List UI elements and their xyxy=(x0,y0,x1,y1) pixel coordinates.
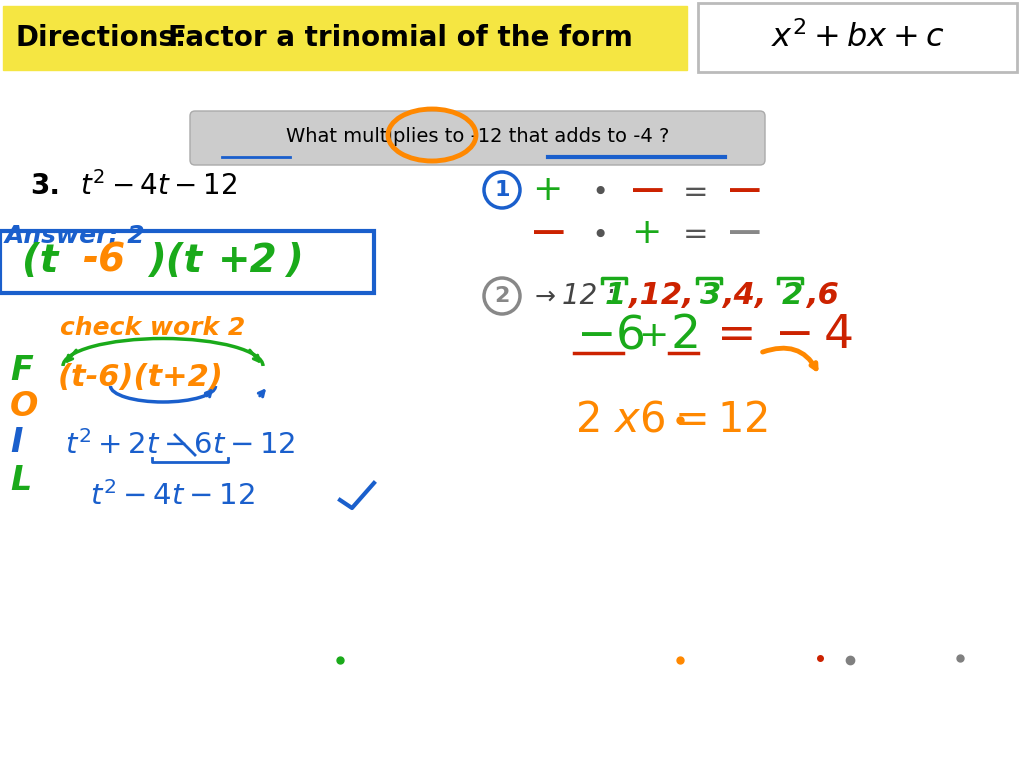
Text: What multiplies to -12 that adds to -4 ?: What multiplies to -12 that adds to -4 ? xyxy=(287,127,670,147)
Text: L: L xyxy=(10,464,32,496)
Text: $-$: $-$ xyxy=(627,167,664,213)
Text: Factor a trinomial of the form: Factor a trinomial of the form xyxy=(168,24,633,52)
Text: $t^2 - 4t - 12$: $t^2 - 4t - 12$ xyxy=(80,171,238,201)
Text: $-$: $-$ xyxy=(724,167,760,213)
Text: 3: 3 xyxy=(700,282,721,310)
Text: 2: 2 xyxy=(782,282,803,310)
Text: $-$: $-$ xyxy=(724,210,760,256)
Text: )(t: )(t xyxy=(148,242,202,280)
Text: Answer: 2: Answer: 2 xyxy=(5,224,145,248)
Text: $2$: $2$ xyxy=(670,313,697,359)
Text: $-6$: $-6$ xyxy=(575,313,644,359)
Text: $t^2+2t-6t -12$: $t^2+2t-6t -12$ xyxy=(65,430,295,460)
Text: 12 :: 12 : xyxy=(562,282,615,310)
Text: $= -4$: $= -4$ xyxy=(707,313,852,359)
Text: ,4,: ,4, xyxy=(722,282,767,310)
Text: $\bullet$: $\bullet$ xyxy=(591,219,605,247)
Text: $=$: $=$ xyxy=(677,176,708,204)
Text: +2: +2 xyxy=(218,242,278,280)
Text: ,12,: ,12, xyxy=(628,282,693,310)
Text: $t^2-4t-12$: $t^2-4t-12$ xyxy=(90,481,255,511)
Text: ): ) xyxy=(285,242,303,280)
Text: (t: (t xyxy=(22,242,58,280)
Text: 1: 1 xyxy=(495,180,510,200)
Text: $\bullet$: $\bullet$ xyxy=(591,176,605,204)
Text: 2: 2 xyxy=(495,286,510,306)
FancyBboxPatch shape xyxy=(3,6,687,70)
Text: F: F xyxy=(10,353,33,386)
FancyBboxPatch shape xyxy=(190,111,765,165)
Text: $-$: $-$ xyxy=(527,210,564,256)
FancyBboxPatch shape xyxy=(698,3,1017,72)
Text: (t-6)(t+2): (t-6)(t+2) xyxy=(58,363,224,392)
Text: $x^2 + bx + c$: $x^2 + bx + c$ xyxy=(771,22,945,55)
Text: $\rightarrow$: $\rightarrow$ xyxy=(530,284,557,308)
Text: O: O xyxy=(10,389,38,422)
Text: 3.: 3. xyxy=(30,172,60,200)
Text: $+$: $+$ xyxy=(631,216,659,250)
FancyBboxPatch shape xyxy=(0,231,374,293)
Text: check work 2: check work 2 xyxy=(60,316,246,340)
Text: $+$: $+$ xyxy=(531,173,560,207)
Text: -6: -6 xyxy=(82,242,125,280)
Text: Directions:: Directions: xyxy=(15,24,186,52)
Text: ,6: ,6 xyxy=(806,282,839,310)
Text: 1: 1 xyxy=(605,282,627,310)
Text: $2\ x6 = 12$: $2\ x6 = 12$ xyxy=(575,399,768,441)
Text: $+$: $+$ xyxy=(638,319,667,353)
Text: $=$: $=$ xyxy=(677,219,708,247)
Text: I: I xyxy=(10,426,23,459)
